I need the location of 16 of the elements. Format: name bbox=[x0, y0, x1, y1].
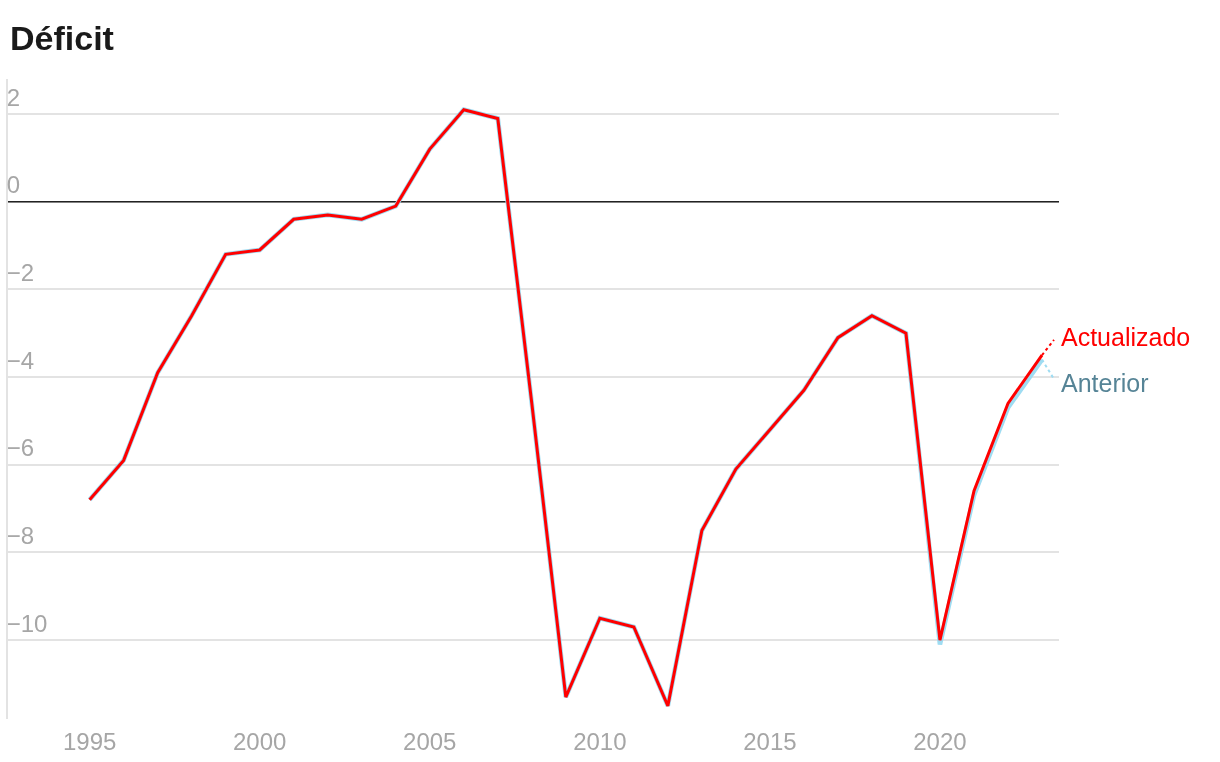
x-tick-label: 2010 bbox=[573, 728, 627, 755]
y-tick-label: −10 bbox=[6, 609, 48, 637]
x-tick-label: 2020 bbox=[913, 728, 967, 755]
legend-label: Actualizado bbox=[1061, 323, 1191, 351]
y-tick-label: 0 bbox=[6, 171, 21, 199]
y-tick-label: −4 bbox=[6, 346, 35, 374]
y-tick-label: −8 bbox=[6, 522, 35, 550]
y-tick-label: −6 bbox=[6, 434, 35, 462]
legend-label: Anterior bbox=[1061, 369, 1149, 397]
x-tick-label: 2000 bbox=[233, 728, 287, 755]
x-tick-label: 2005 bbox=[403, 728, 457, 755]
y-tick-label: 2 bbox=[6, 83, 21, 111]
x-tick-label: 1995 bbox=[62, 728, 117, 755]
chart-title: Déficit bbox=[10, 18, 114, 57]
x-tick-label: 2015 bbox=[743, 728, 797, 755]
y-tick-label: −2 bbox=[6, 259, 35, 287]
